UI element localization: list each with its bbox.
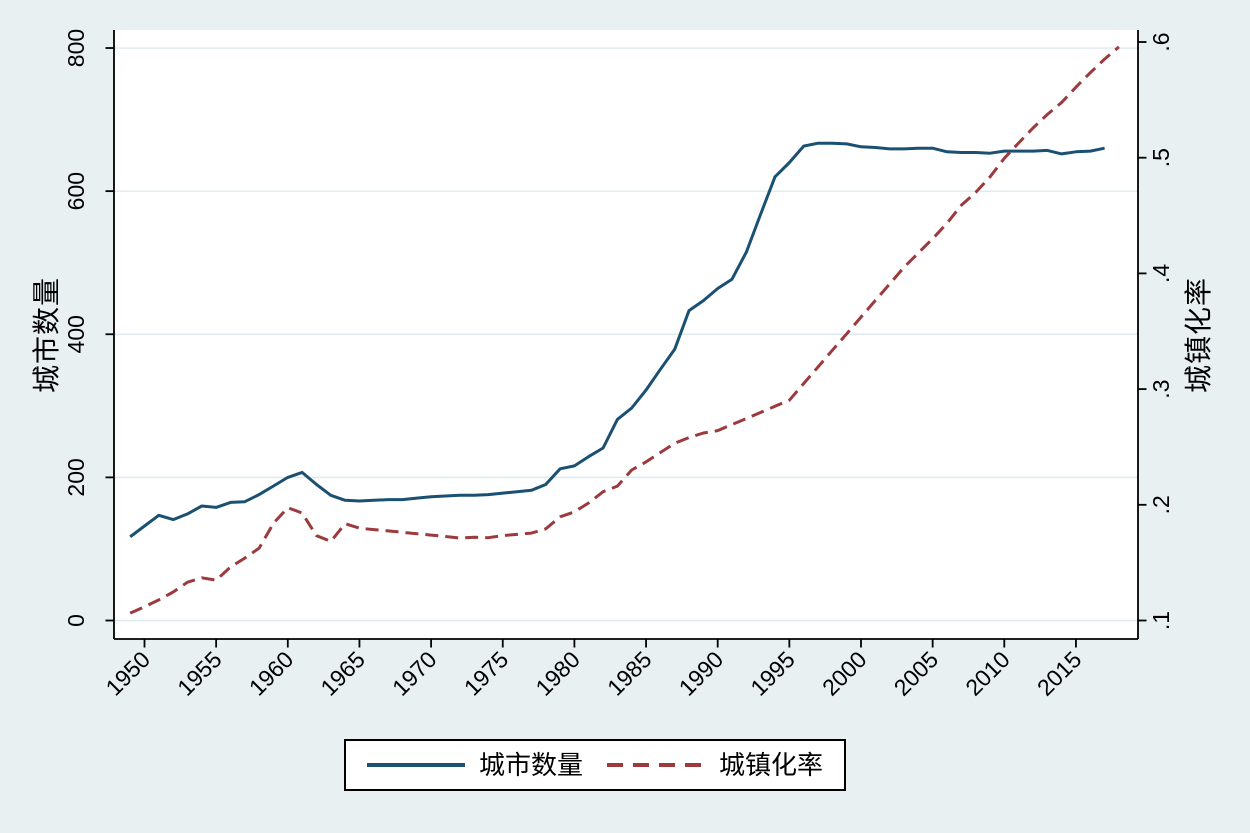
x-axis-tick-label: 1985 [602,646,657,701]
x-axis-tick-label: 1965 [315,646,370,701]
x-axis-tick-label: 1980 [530,646,585,701]
series-line-city-count [129,141,1105,538]
legend-item-urbanization-rate: 城镇化率 [607,752,823,778]
legend-label-city-count: 城市数量 [478,750,583,780]
x-axis-tick-label: 2015 [1032,646,1087,701]
x-axis-tick-label: 1975 [459,646,514,701]
left-axis-tick-label: 0 [63,614,89,627]
right-axis-tick-label: .4 [1148,264,1174,283]
left-axis-tick-label: 600 [63,172,89,210]
left-axis-tick-label: 800 [63,29,89,67]
x-axis-tick-label: 1955 [172,646,227,701]
right-axis-tick-label: .5 [1148,148,1174,167]
x-axis-tick-label: 1960 [244,646,299,701]
right-axis-title: 城镇化率 [1183,276,1214,394]
series-line-urbanization-rate [129,45,1120,615]
x-axis-tick-label: 2000 [817,646,872,701]
x-axis-tick-label: 1950 [100,646,155,701]
left-axis-title: 城市数量 [31,276,62,394]
right-axis-tick-label: .1 [1148,611,1174,630]
right-axis-tick-label: .6 [1148,32,1174,51]
legend-line-sample-dashed [607,763,705,767]
legend: 城市数量 城镇化率 [344,739,846,791]
right-axis-tick-label: .2 [1148,495,1174,514]
right-axis-tick-label: .3 [1148,380,1174,399]
x-axis-tick-label: 1990 [674,646,729,701]
x-axis-tick-label: 2010 [960,646,1015,701]
legend-item-city-count: 城市数量 [366,750,583,780]
x-axis-tick-label: 1970 [387,646,442,701]
legend-label-urbanization-rate: 城镇化率 [719,750,824,780]
x-axis-tick-label: 1995 [745,646,800,701]
x-axis-tick-label: 2005 [889,646,944,701]
left-axis-tick-label: 400 [63,315,89,353]
legend-line-sample-solid [366,763,465,767]
left-axis-tick-label: 200 [63,458,89,496]
